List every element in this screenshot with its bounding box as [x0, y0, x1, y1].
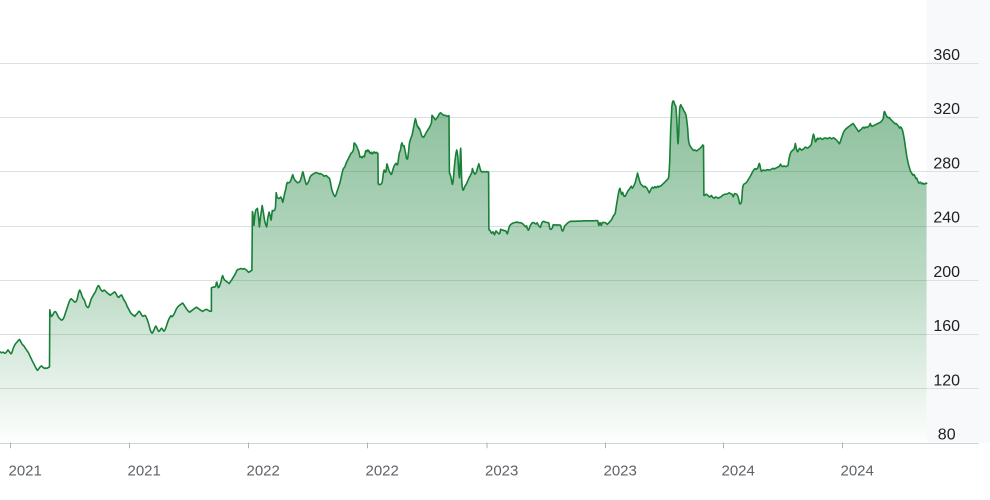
svg-text:240: 240: [933, 210, 960, 227]
svg-text:2022: 2022: [247, 463, 280, 480]
svg-text:160: 160: [933, 318, 960, 335]
svg-text:2024: 2024: [841, 463, 874, 480]
svg-text:320: 320: [933, 101, 960, 118]
svg-text:2024: 2024: [722, 463, 755, 480]
svg-text:280: 280: [933, 155, 960, 172]
svg-text:80: 80: [938, 427, 956, 444]
svg-text:2021: 2021: [9, 463, 42, 480]
svg-text:2021: 2021: [128, 463, 161, 480]
svg-text:360: 360: [933, 47, 960, 64]
svg-text:2022: 2022: [366, 463, 399, 480]
svg-text:200: 200: [933, 264, 960, 281]
svg-text:2023: 2023: [485, 463, 518, 480]
svg-text:120: 120: [933, 372, 960, 389]
svg-text:2023: 2023: [604, 463, 637, 480]
